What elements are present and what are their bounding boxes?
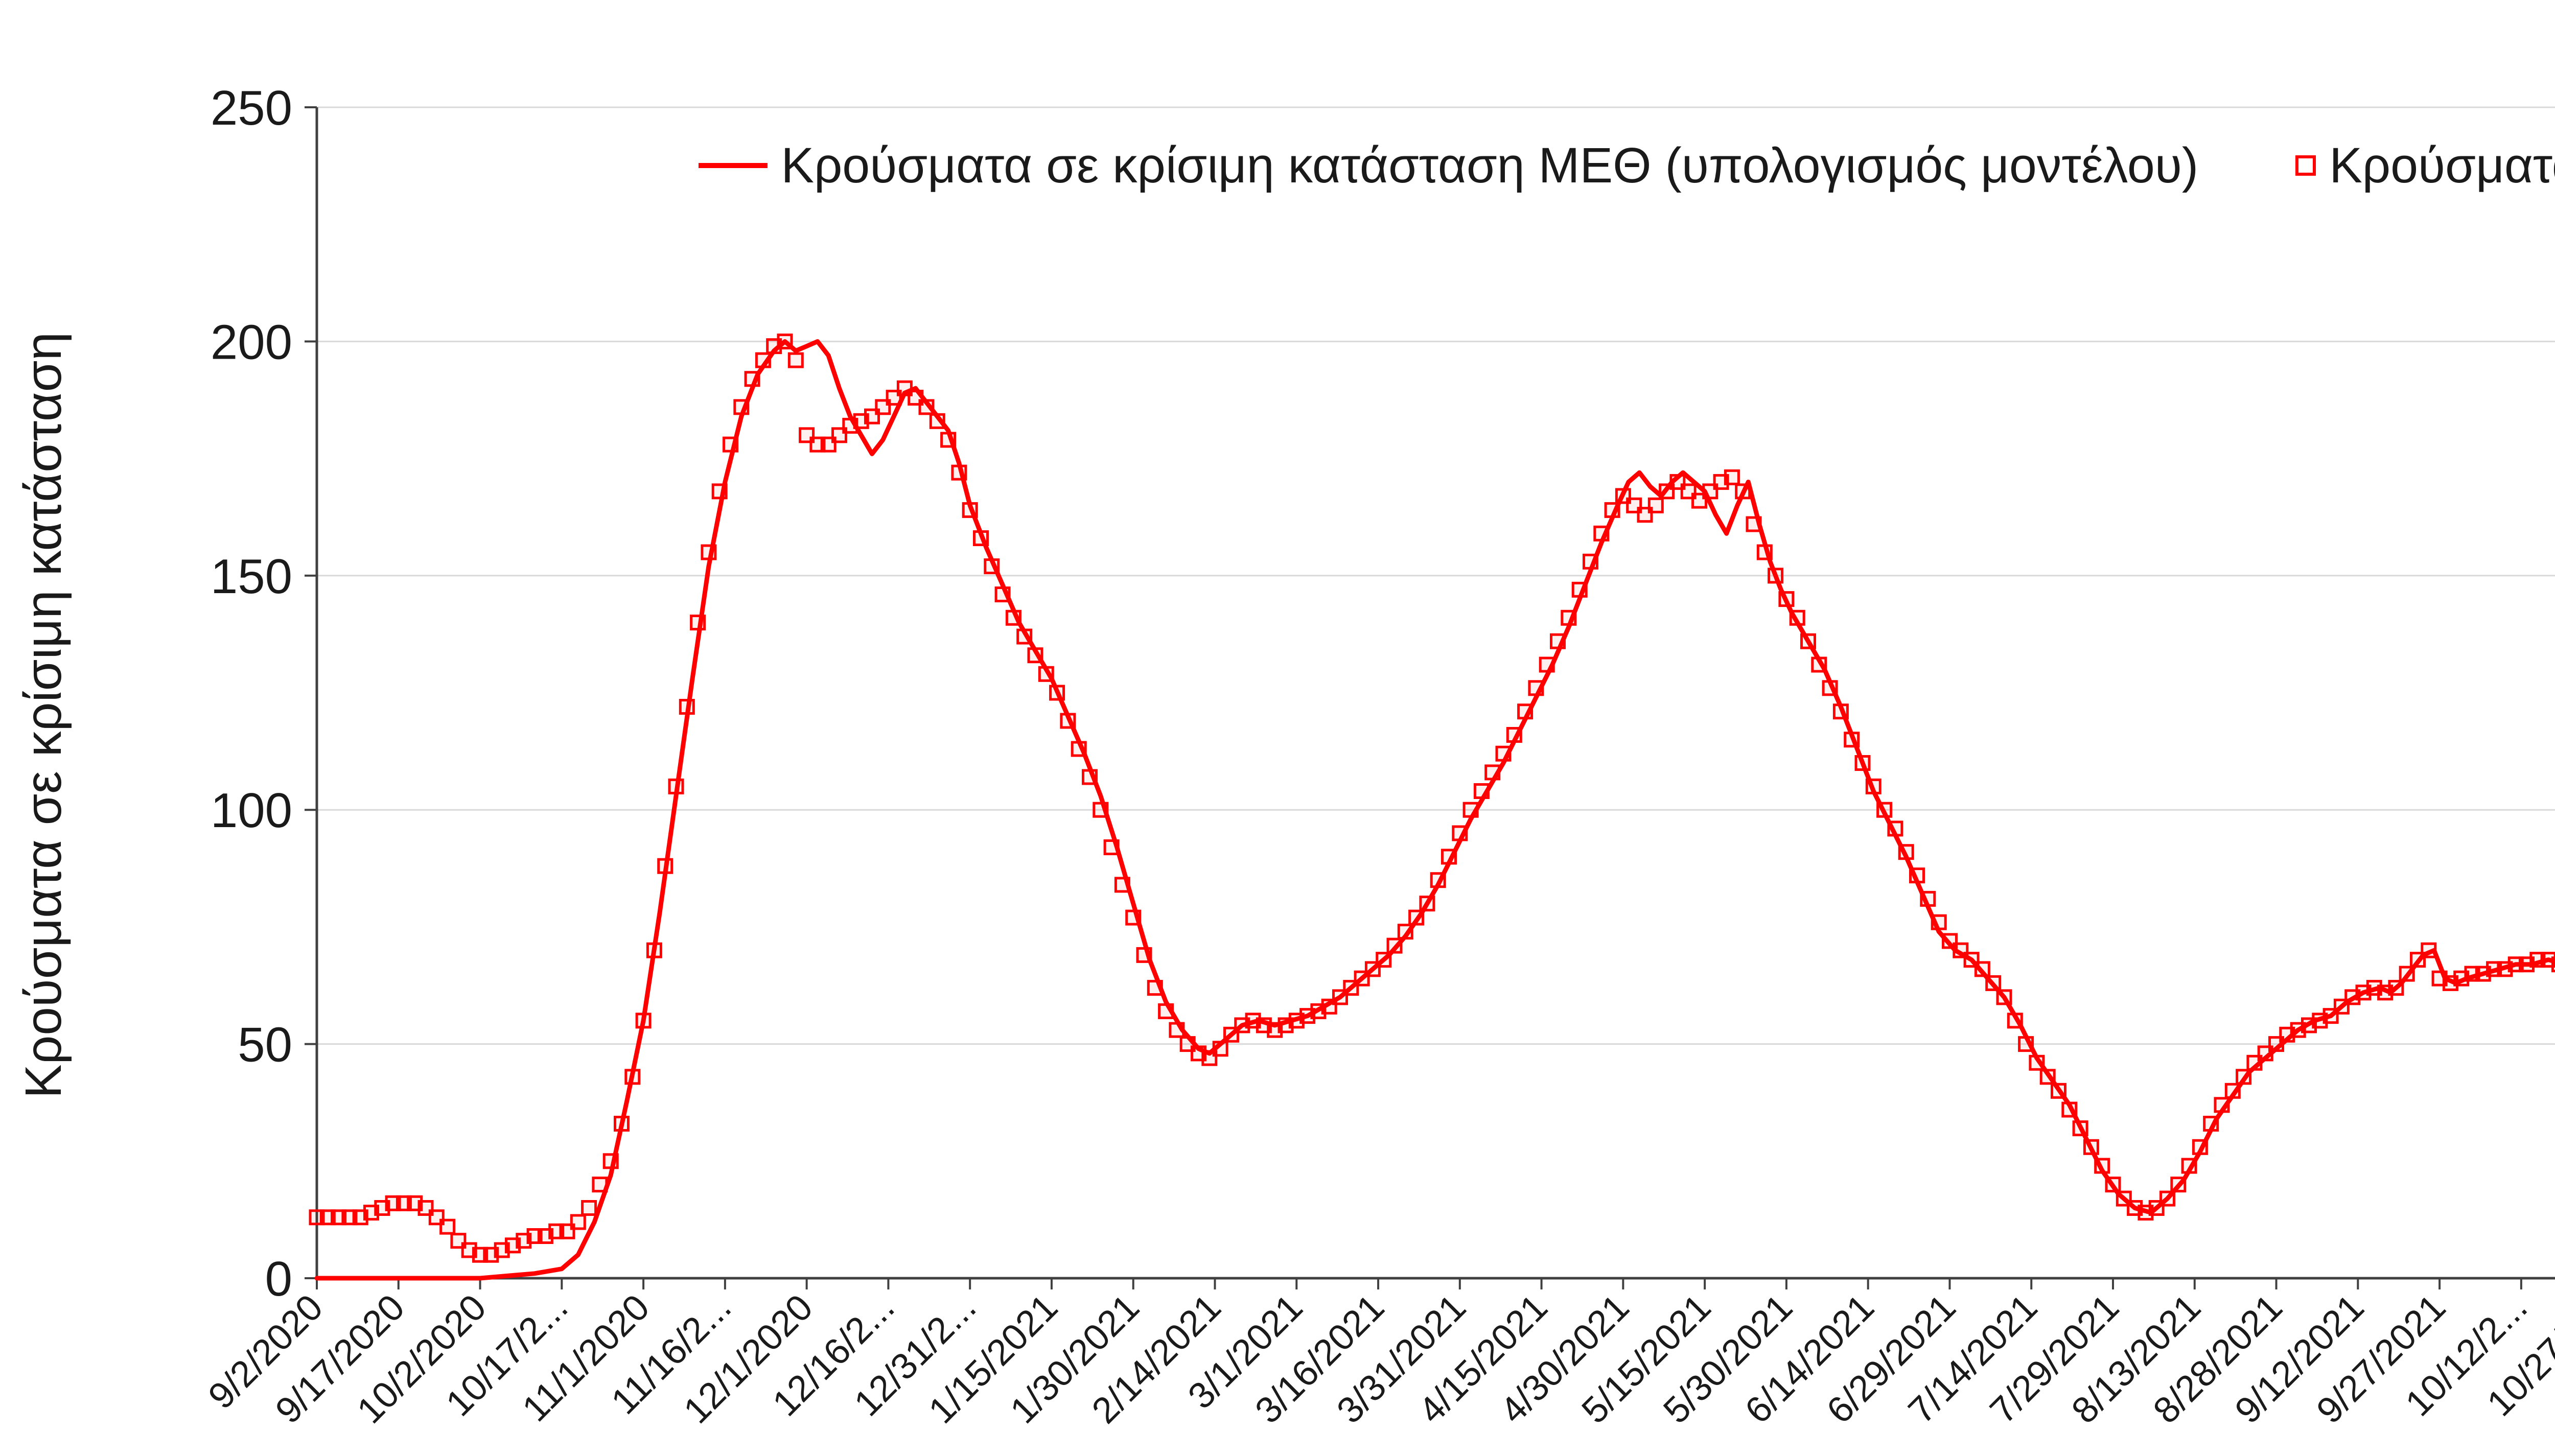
svg-text:50: 50 — [238, 1018, 292, 1072]
svg-text:0: 0 — [265, 1252, 292, 1306]
svg-text:250: 250 — [211, 81, 292, 135]
model-line-swatch-icon — [699, 163, 768, 168]
svg-text:200: 200 — [211, 315, 292, 369]
legend-item-model: Κρούσματα σε κρίσιμη κατάσταση ΜΕΘ (υπολ… — [699, 137, 2198, 194]
confirmed-marker-swatch-icon — [2295, 155, 2316, 176]
legend-confirmed-label: Κρούσματα σε κρίσιμη κατάσταση ΜΕΘ (επιβ… — [2329, 137, 2555, 193]
legend: Κρούσματα σε κρίσιμη κατάσταση ΜΕΘ (υπολ… — [317, 137, 2555, 194]
svg-text:150: 150 — [211, 549, 292, 604]
legend-item-confirmed: Κρούσματα σε κρίσιμη κατάσταση ΜΕΘ (επιβ… — [2295, 137, 2555, 194]
y-axis-title: Κρούσματα σε κρίσιμη κατάσταση — [15, 332, 72, 1099]
legend-model-label: Κρούσματα σε κρίσιμη κατάσταση ΜΕΘ (υπολ… — [781, 137, 2199, 193]
svg-text:100: 100 — [211, 783, 292, 838]
